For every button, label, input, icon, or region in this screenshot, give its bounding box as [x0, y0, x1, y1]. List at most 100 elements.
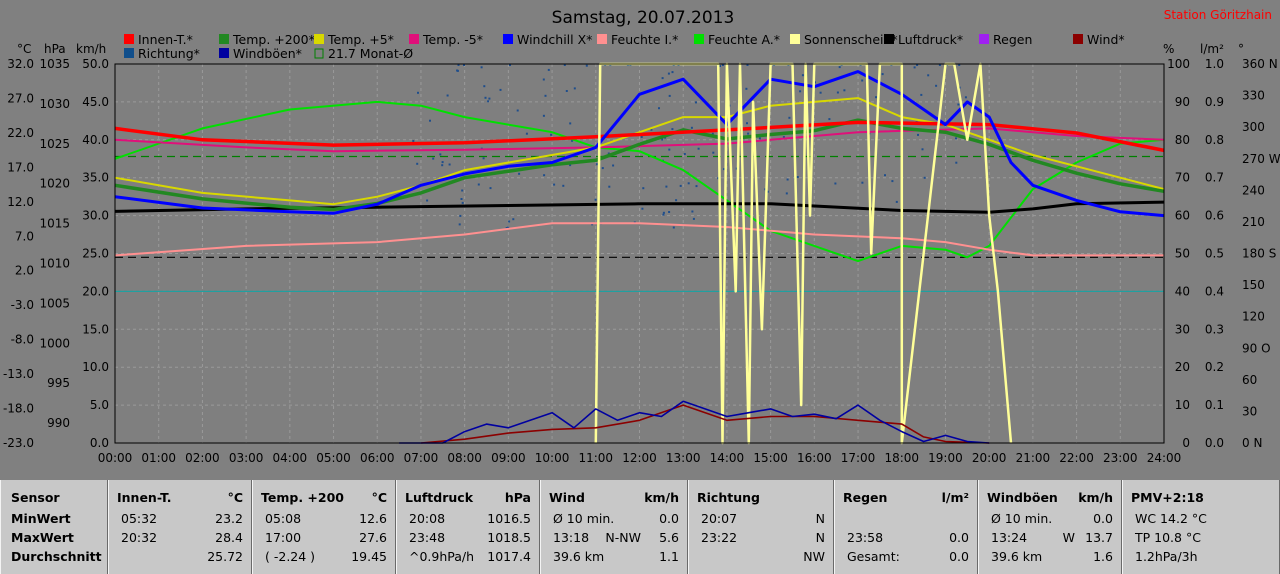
- stats-cell: 23:58: [847, 530, 884, 545]
- y-tick-kmh: 40.0: [82, 133, 109, 147]
- weather-chart: Samstag, 20.07.2013 Station Göritzhain °…: [3, 8, 1280, 465]
- direction-dot: [512, 218, 515, 221]
- direction-dot: [861, 79, 864, 82]
- stats-cell: 05:32: [121, 511, 158, 526]
- y-tick-rain: 0.1: [1205, 398, 1224, 412]
- direction-dot: [935, 84, 938, 87]
- direction-dot: [542, 78, 545, 81]
- direction-dot: [607, 152, 610, 155]
- direction-dot: [672, 226, 675, 229]
- x-tick-label: 09:00: [491, 451, 526, 465]
- y-tick-celsius: -23.0: [3, 436, 34, 450]
- x-tick-label: 01:00: [141, 451, 176, 465]
- x-tick-label: 24:00: [1147, 451, 1182, 465]
- stats-card: Regen l/m² 23:58 0.0 Gesamt: 0.0: [834, 480, 978, 574]
- direction-dot: [569, 122, 572, 125]
- direction-dot: [881, 73, 884, 76]
- direction-dot: [565, 90, 568, 92]
- y-tick-rain: 0.8: [1205, 133, 1224, 147]
- legend-swatch: [884, 34, 894, 44]
- y-tick-celsius: 17.0: [7, 160, 34, 174]
- x-tick-label: 03:00: [229, 451, 264, 465]
- y-tick-degrees: 90 O: [1242, 341, 1271, 355]
- y-tick-degrees: 30: [1242, 404, 1257, 418]
- direction-dot: [895, 200, 898, 203]
- series-feuchte-i: [114, 222, 1164, 257]
- stats-card-unit: km/h: [1078, 490, 1113, 505]
- legend-label: Feuchte I.*: [611, 32, 678, 47]
- direction-dot: [667, 72, 670, 75]
- y-tick-kmh: 30.0: [82, 209, 109, 223]
- unit-hpa: hPa: [44, 42, 66, 56]
- stats-card-unit: °C: [227, 490, 243, 505]
- station-name: Station Göritzhain: [1164, 8, 1272, 22]
- x-tick-label: 14:00: [710, 451, 745, 465]
- x-tick-label: 23:00: [1103, 451, 1138, 465]
- direction-dot: [542, 114, 545, 117]
- direction-dot: [483, 85, 486, 88]
- direction-dot: [641, 207, 644, 210]
- stats-cell: Ø 10 min.: [991, 511, 1053, 526]
- stats-cell: ^0.9hPa/h: [409, 549, 475, 564]
- label-durchschnitt: Durchschnitt: [11, 549, 102, 564]
- legend-swatch: [124, 48, 134, 58]
- direction-dot: [695, 101, 697, 104]
- x-tick-label: 00:00: [98, 451, 133, 465]
- direction-dot: [687, 182, 690, 185]
- y-tick-degrees: 240: [1242, 183, 1265, 197]
- y-tick-percent: 10: [1175, 398, 1190, 412]
- y-tick-celsius: 27.0: [7, 91, 34, 105]
- unit-kmh: km/h: [76, 42, 106, 56]
- y-tick-degrees: 360 N: [1242, 57, 1278, 71]
- x-tick-label: 08:00: [447, 451, 482, 465]
- stats-card: Innen-T. °C 05:32 23.2 20:32 28.4 25.72: [108, 480, 252, 574]
- y-tick-celsius: -3.0: [11, 298, 34, 312]
- stats-cell: 12.6: [359, 511, 387, 526]
- legend-label: Windböen*: [233, 46, 302, 61]
- direction-dot: [782, 136, 785, 139]
- x-tick-label: 17:00: [841, 451, 876, 465]
- y-tick-percent: 0: [1182, 436, 1190, 450]
- direction-dot: [458, 223, 461, 226]
- y-tick-percent: 70: [1175, 171, 1190, 185]
- legend-swatch: [1073, 34, 1083, 44]
- y-tick-hpa: 1025: [39, 137, 70, 151]
- direction-dot: [429, 119, 431, 122]
- legend-swatch: [314, 48, 324, 59]
- direction-dot: [525, 132, 528, 135]
- direction-dot: [786, 178, 789, 181]
- stats-cell: 28.4: [215, 530, 243, 545]
- y-tick-degrees: 180 S: [1242, 247, 1276, 261]
- stats-card: PMV+2:18 WC 14.2 °C TP 10.8 °C 1.2hPa/3h: [1122, 480, 1280, 574]
- y-tick-hpa: 1015: [39, 217, 70, 231]
- direction-dot: [721, 64, 724, 66]
- legend-label: Sonnenschein*: [804, 32, 898, 47]
- label-maxwert: MaxWert: [11, 530, 74, 545]
- direction-dot: [518, 172, 521, 175]
- y-tick-degrees: 0 N: [1242, 436, 1262, 450]
- direction-dot: [799, 90, 802, 93]
- direction-dot: [489, 187, 492, 190]
- direction-dot: [480, 66, 483, 69]
- legend-label: Wind*: [1087, 32, 1125, 47]
- stats-cell: 0.0: [1093, 511, 1113, 526]
- direction-dot: [596, 163, 599, 166]
- series-temp-5: [114, 97, 1165, 206]
- y-tick-hpa: 1000: [39, 336, 70, 350]
- y-tick-rain: 0.9: [1205, 95, 1224, 109]
- direction-dot: [482, 157, 485, 160]
- direction-dot: [785, 192, 788, 195]
- y-tick-degrees: 60: [1242, 373, 1257, 387]
- y-tick-celsius: -13.0: [3, 367, 34, 381]
- unit-percent: %: [1163, 42, 1174, 56]
- direction-dot: [463, 64, 465, 66]
- x-tick-label: 13:00: [666, 451, 701, 465]
- stats-cell: 1016.5: [487, 511, 531, 526]
- stats-cell: 13.7: [1085, 530, 1113, 545]
- legend-swatch: [314, 34, 324, 44]
- series-temp-5: [114, 127, 1165, 153]
- direction-dot: [955, 161, 958, 164]
- direction-dot: [658, 107, 660, 110]
- direction-dot: [508, 220, 511, 223]
- x-tick-label: 10:00: [535, 451, 570, 465]
